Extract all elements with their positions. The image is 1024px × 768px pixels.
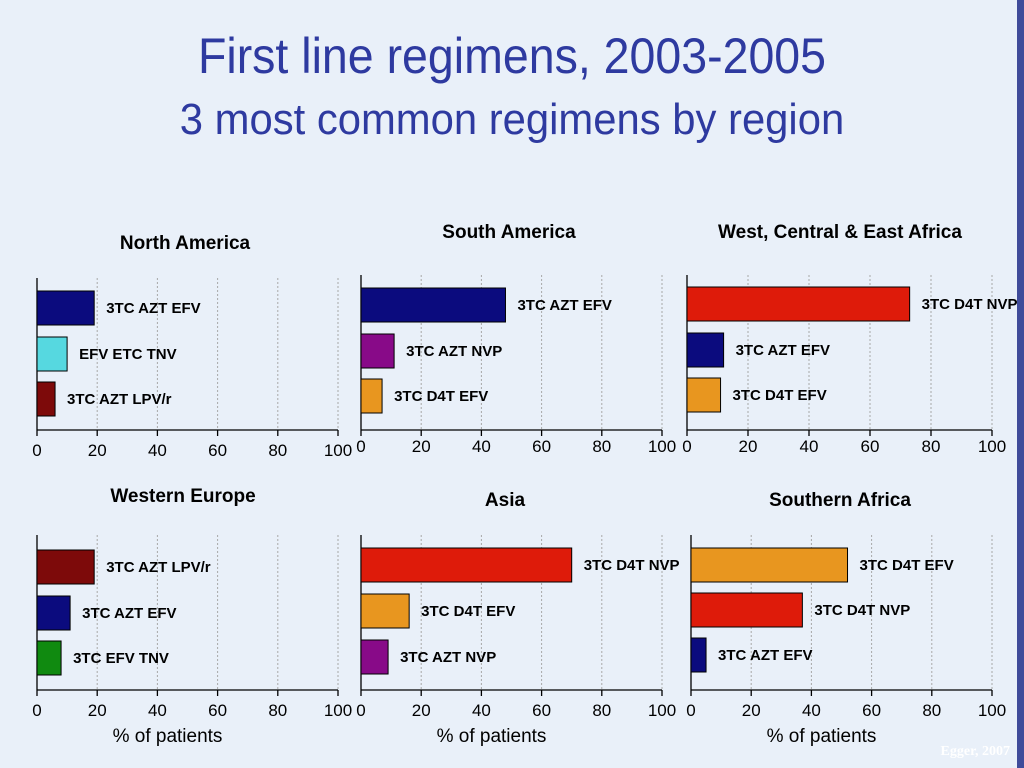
x-tick-label: 40 <box>800 437 819 456</box>
bar-3tc-azt-efv <box>36 595 71 631</box>
bar-3tc-d4t-nvp <box>690 592 803 628</box>
bar-label-3tc-d4t-efv: 3TC D4T EFV <box>860 557 954 574</box>
x-tick-label: 80 <box>922 701 941 720</box>
x-tick-label: 0 <box>356 701 365 720</box>
chart-panel-west-central-east-africa: 0 20 40 60 80 100 3TC D4T NVP 3TC AZT EFV 3TC D4… <box>682 222 1017 456</box>
x-tick-label: 80 <box>268 701 287 720</box>
x-tick-label: 100 <box>324 701 352 720</box>
x-tick-label: 100 <box>978 437 1006 456</box>
bar-3tc-d4t-nvp <box>360 547 573 583</box>
chart-panel-north-america: 0 20 40 60 80 100 3TC AZT EFV EFV ETC TNV 3TC AZ… <box>32 233 352 460</box>
bar-label-3tc-azt-nvp: 3TC AZT NVP <box>406 343 502 360</box>
bar-3tc-azt-efv <box>686 332 725 368</box>
x-tick-label: 100 <box>648 437 676 456</box>
x-tick-label: 20 <box>88 701 107 720</box>
bar-label-3tc-d4t-nvp: 3TC D4T NVP <box>814 602 910 619</box>
x-axis-title: % of patients <box>767 726 877 747</box>
x-tick-label: 0 <box>32 441 41 460</box>
bar-3tc-azt-efv <box>690 637 707 673</box>
bar-label-3tc-d4t-nvp: 3TC D4T NVP <box>584 557 680 574</box>
x-tick-label: 80 <box>268 441 287 460</box>
bar-label-3tc-azt-lpv-r: 3TC AZT LPV/r <box>106 559 211 576</box>
bar-3tc-d4t-efv <box>360 593 410 629</box>
x-tick-label: 80 <box>592 437 611 456</box>
chart-panel-south-america: 0 20 40 60 80 100 3TC AZT EFV 3TC AZT NVP 3TC D4… <box>356 222 676 456</box>
bar-3tc-d4t-efv <box>360 378 383 414</box>
bar-label-3tc-azt-efv: 3TC AZT EFV <box>106 300 200 317</box>
bar-label-3tc-d4t-efv: 3TC D4T EFV <box>733 387 827 404</box>
chart-panel-southern-africa: 0 20 40 60 80 100 3TC D4T EFV 3TC D4T NVP 3TC AZ… <box>686 490 1006 747</box>
x-tick-label: 60 <box>532 701 551 720</box>
x-tick-label: 60 <box>862 701 881 720</box>
source-credit: Egger, 2007 <box>940 744 1010 759</box>
x-tick-label: 0 <box>356 437 365 456</box>
x-tick-label: 0 <box>686 701 695 720</box>
bar-label-3tc-d4t-efv: 3TC D4T EFV <box>394 388 488 405</box>
bar-3tc-azt-nvp <box>360 639 389 675</box>
x-tick-label: 40 <box>472 701 491 720</box>
x-axis-title: % of patients <box>113 726 223 747</box>
bar-label-efv-etc-tnv: EFV ETC TNV <box>79 346 177 363</box>
x-tick-label: 60 <box>532 437 551 456</box>
x-tick-label: 60 <box>208 441 227 460</box>
x-tick-label: 20 <box>88 441 107 460</box>
bar-3tc-azt-lpv-r <box>36 549 95 585</box>
x-tick-label: 80 <box>922 437 941 456</box>
bar-3tc-azt-lpv-r <box>36 381 56 417</box>
bar-label-3tc-azt-efv: 3TC AZT EFV <box>736 342 830 359</box>
bar-label-3tc-azt-efv: 3TC AZT EFV <box>82 605 176 622</box>
panel-title: Western Europe <box>110 486 255 507</box>
bar-3tc-efv-tnv <box>36 640 62 676</box>
chart-panel-asia: 0 20 40 60 80 100 3TC D4T NVP 3TC D4T EFV 3TC AZ… <box>356 490 679 747</box>
panel-title: Southern Africa <box>769 490 911 511</box>
x-axis-title: % of patients <box>437 726 547 747</box>
x-tick-label: 0 <box>682 437 691 456</box>
panel-title: South America <box>442 222 576 243</box>
bar-label-3tc-d4t-efv: 3TC D4T EFV <box>421 603 515 620</box>
bar-label-3tc-azt-lpv-r: 3TC AZT LPV/r <box>67 391 172 408</box>
x-tick-label: 40 <box>472 437 491 456</box>
bar-efv-etc-tnv <box>36 336 68 372</box>
right-edge-strip <box>1017 0 1024 768</box>
bar-label-3tc-azt-efv: 3TC AZT EFV <box>718 647 812 664</box>
bar-label-3tc-azt-efv: 3TC AZT EFV <box>517 297 611 314</box>
x-tick-label: 20 <box>742 701 761 720</box>
slide-title: First line regimens, 2003-2005 <box>197 28 827 84</box>
bar-label-3tc-azt-nvp: 3TC AZT NVP <box>400 649 496 666</box>
x-tick-label: 40 <box>148 701 167 720</box>
bar-label-3tc-efv-tnv: 3TC EFV TNV <box>73 650 169 667</box>
bar-3tc-d4t-nvp <box>686 286 911 322</box>
x-tick-label: 20 <box>412 701 431 720</box>
x-tick-label: 40 <box>802 701 821 720</box>
slide-subtitle: 3 most common regimens by region <box>179 95 845 144</box>
x-tick-label: 60 <box>208 701 227 720</box>
bar-3tc-azt-nvp <box>360 333 395 369</box>
chart-panel-western-europe: 0 20 40 60 80 100 3TC AZT LPV/r 3TC AZT EFV 3TC … <box>32 486 352 747</box>
bar-3tc-azt-efv <box>360 287 506 323</box>
bar-3tc-azt-efv <box>36 290 95 326</box>
x-tick-label: 100 <box>648 701 676 720</box>
panel-title: Asia <box>485 490 526 511</box>
bar-3tc-d4t-efv <box>690 547 849 583</box>
x-tick-label: 80 <box>592 701 611 720</box>
x-tick-label: 20 <box>739 437 758 456</box>
x-tick-label: 0 <box>32 701 41 720</box>
x-tick-label: 100 <box>324 441 352 460</box>
x-tick-label: 60 <box>861 437 880 456</box>
x-tick-label: 100 <box>978 701 1006 720</box>
x-tick-label: 20 <box>412 437 431 456</box>
x-tick-label: 40 <box>148 441 167 460</box>
panel-title: North America <box>120 233 251 254</box>
bar-3tc-d4t-efv <box>686 377 722 413</box>
bar-label-3tc-d4t-nvp: 3TC D4T NVP <box>922 296 1018 313</box>
panel-title: West, Central & East Africa <box>718 222 962 243</box>
